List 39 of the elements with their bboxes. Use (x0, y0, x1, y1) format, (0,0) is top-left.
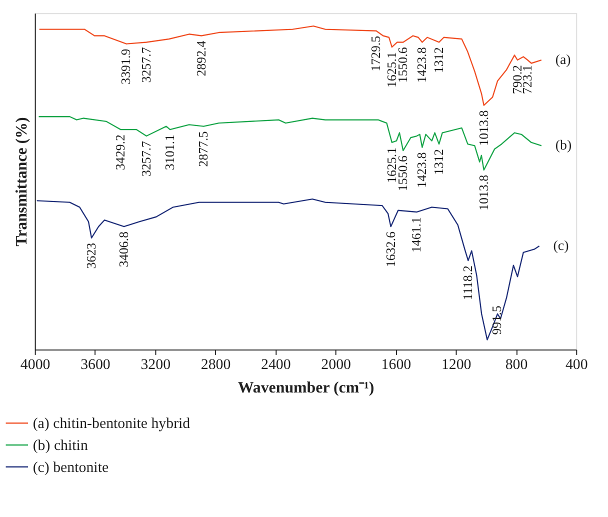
annotation: 3257.7 (138, 140, 154, 177)
x-tick-label: 400 (565, 356, 588, 373)
x-axis-title: Wavenumber (cm⁻¹) (238, 380, 374, 397)
x-tick-label: 2800 (200, 356, 231, 373)
annotation: 1118.2 (460, 266, 476, 300)
annotation: 1632.6 (382, 231, 398, 268)
annotation: 1461.1 (408, 216, 424, 253)
annotation: 3429.2 (112, 134, 128, 170)
annotation: 3101.1 (162, 134, 177, 170)
legend-label: (b) chitin (32, 438, 88, 454)
x-tick-label: 3600 (80, 356, 110, 373)
annotation: 1013.8 (476, 174, 491, 210)
annotation: 991.5 (489, 306, 504, 335)
annotation: 3391.9 (118, 48, 134, 84)
annotation: (a) (555, 52, 572, 68)
annotation: 1312 (431, 149, 446, 175)
y-axis-title: Transmittance (%) (13, 117, 30, 246)
annotation: 3623 (84, 242, 98, 269)
x-tick-label: 1200 (441, 356, 472, 373)
legend-label: (c) bentonite (32, 460, 109, 476)
x-tick-label: 4000 (20, 356, 50, 373)
annotation: 1013.8 (476, 110, 491, 146)
annotation: (b) (555, 138, 572, 154)
x-tick-label: 2000 (321, 356, 351, 373)
annotation: 1423.8 (414, 47, 430, 83)
annotation: 2892.4 (193, 40, 208, 76)
annotation: (c) (553, 238, 570, 254)
annotation: 1423.8 (414, 152, 430, 188)
annotation: 790.2 (509, 64, 524, 94)
x-tick-label: 3200 (140, 356, 171, 373)
legend-label: (a) chitin-bentonite hybrid (32, 416, 191, 432)
x-tick-label: 2400 (261, 356, 291, 373)
x-tick-label: 800 (505, 356, 528, 373)
annotation: 3406.8 (116, 232, 132, 268)
x-tick-label: 1600 (381, 356, 412, 373)
annotation: 3257.7 (138, 46, 154, 83)
annotation: 1729.5 (368, 36, 384, 72)
annotation: 2877.5 (196, 131, 211, 167)
annotation: 1312 (431, 47, 446, 74)
